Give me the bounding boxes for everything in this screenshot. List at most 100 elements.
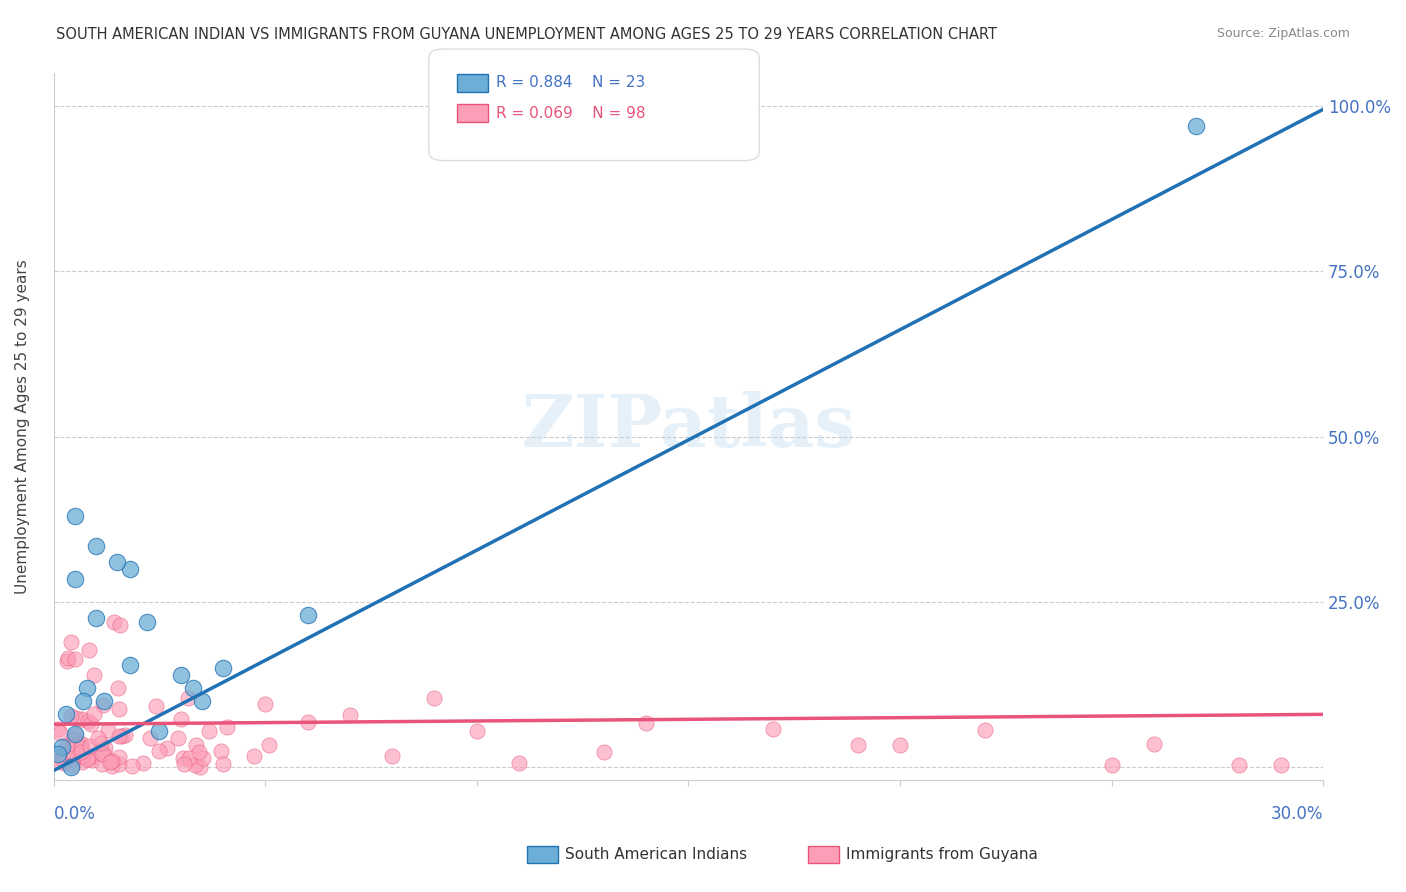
Point <box>70 712 93 726</box>
Point <box>188 760 211 774</box>
Point <box>187 745 209 759</box>
Point <box>114 728 136 742</box>
Point <box>93 694 115 708</box>
Point <box>121 759 143 773</box>
Point <box>1227 758 1250 772</box>
Point <box>63 728 86 742</box>
Point <box>636 715 658 730</box>
Point <box>80 716 103 731</box>
Point <box>177 751 200 765</box>
Point <box>62 731 84 746</box>
Point <box>46 723 69 737</box>
Point <box>103 615 125 629</box>
Point <box>198 724 221 739</box>
Point <box>170 712 193 726</box>
Point <box>100 754 122 768</box>
Point <box>77 714 100 728</box>
Text: Immigrants from Guyana: Immigrants from Guyana <box>846 847 1038 862</box>
Point <box>62 739 84 753</box>
Point <box>63 572 86 586</box>
Text: South American Indians: South American Indians <box>565 847 748 862</box>
Point <box>118 562 141 576</box>
Point <box>91 698 114 712</box>
Point <box>145 698 167 713</box>
Point <box>339 708 361 723</box>
Point <box>72 694 94 708</box>
Point <box>1101 758 1123 772</box>
Point <box>63 651 86 665</box>
Point <box>63 727 86 741</box>
Point <box>465 723 488 738</box>
Point <box>973 723 995 738</box>
Point <box>167 731 190 746</box>
Point <box>70 749 93 764</box>
Point <box>97 723 120 738</box>
Point <box>111 729 134 743</box>
Point <box>51 740 73 755</box>
Point <box>243 748 266 763</box>
Point <box>508 756 530 771</box>
Point <box>59 760 82 774</box>
Point <box>297 714 319 729</box>
Point <box>101 759 124 773</box>
Point <box>90 747 112 761</box>
Point <box>148 744 170 758</box>
Text: 0.0%: 0.0% <box>53 805 96 823</box>
Point <box>83 667 105 681</box>
Point <box>49 754 72 768</box>
Point <box>592 745 614 759</box>
Text: ZIPatlas: ZIPatlas <box>522 392 855 462</box>
Point <box>93 741 115 756</box>
Point <box>1270 758 1292 772</box>
Point <box>63 508 86 523</box>
Point <box>79 739 101 754</box>
Point <box>177 690 200 705</box>
Point <box>215 720 238 734</box>
Point <box>846 738 869 752</box>
Point <box>48 750 70 764</box>
Point <box>55 655 77 669</box>
Point <box>67 747 90 761</box>
Point <box>60 758 83 772</box>
Point <box>70 738 93 752</box>
Point <box>173 757 195 772</box>
Point <box>76 750 98 764</box>
Point <box>70 756 93 770</box>
Point <box>381 749 404 764</box>
Text: Source: ZipAtlas.com: Source: ZipAtlas.com <box>1216 27 1350 40</box>
Point <box>191 750 214 764</box>
Point <box>169 667 191 681</box>
Point <box>55 739 77 753</box>
Point <box>148 723 170 738</box>
Text: 30.0%: 30.0% <box>1271 805 1323 823</box>
Point <box>83 707 105 722</box>
Point <box>108 702 131 716</box>
Point <box>67 736 90 750</box>
Point <box>46 747 69 761</box>
Point <box>181 681 204 695</box>
Point <box>131 756 153 770</box>
Point <box>297 608 319 623</box>
Point <box>118 657 141 672</box>
Text: R = 0.069    N = 98: R = 0.069 N = 98 <box>496 106 645 120</box>
Point <box>209 744 232 758</box>
Point <box>72 748 94 763</box>
Point <box>76 752 98 766</box>
Point <box>72 748 94 763</box>
Point <box>65 711 87 725</box>
Point <box>184 738 207 752</box>
Point <box>212 661 235 675</box>
Point <box>90 736 112 750</box>
Point <box>49 725 72 739</box>
Point <box>156 740 179 755</box>
Point <box>87 731 110 746</box>
Point <box>139 731 162 746</box>
Point <box>82 753 104 767</box>
Point <box>1185 119 1208 133</box>
Point <box>82 749 104 764</box>
Point <box>93 747 115 762</box>
Text: R = 0.884    N = 23: R = 0.884 N = 23 <box>496 76 645 90</box>
Point <box>254 697 277 711</box>
Point <box>105 555 128 569</box>
Y-axis label: Unemployment Among Ages 25 to 29 years: Unemployment Among Ages 25 to 29 years <box>15 260 30 594</box>
